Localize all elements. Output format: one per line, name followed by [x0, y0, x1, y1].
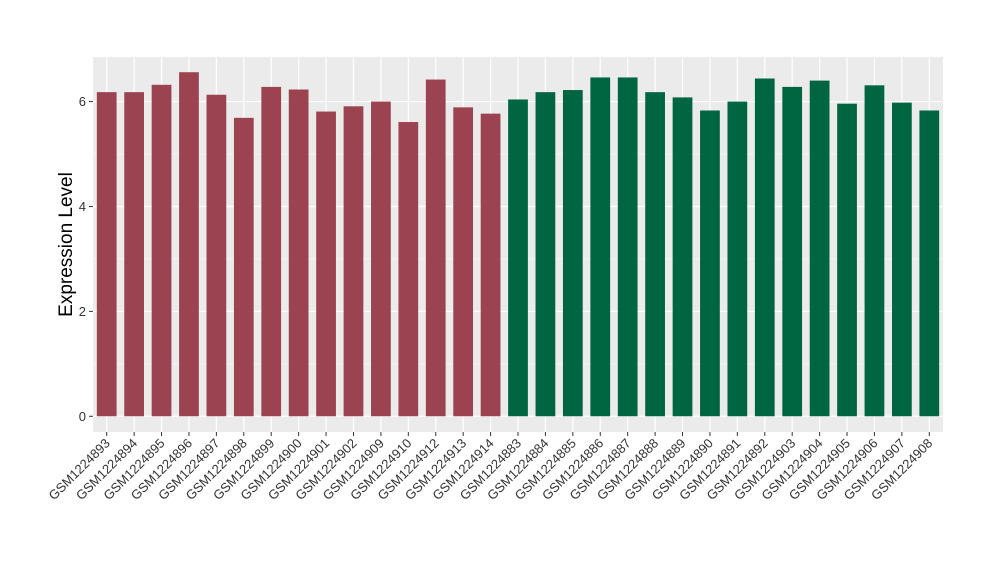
- y-axis-title: Expression Level: [56, 172, 77, 317]
- bar-GSM1224892: [754, 78, 775, 417]
- y-tick-label: 0: [79, 409, 86, 424]
- bar-GSM1224907: [892, 102, 912, 417]
- bars: [96, 72, 940, 417]
- bar-GSM1224898: [233, 117, 254, 417]
- bar-GSM1224897: [206, 94, 227, 417]
- bar-GSM1224888: [645, 92, 665, 417]
- bar-GSM1224903: [782, 86, 803, 417]
- bar-GSM1224908: [919, 110, 940, 417]
- bar-GSM1224912: [425, 79, 446, 417]
- y-tick-label: 2: [79, 304, 86, 319]
- bar-GSM1224886: [590, 77, 611, 417]
- y-axis-ticks: 0 2 4 6: [79, 94, 93, 424]
- bar-GSM1224901: [316, 111, 336, 417]
- bar-GSM1224884: [535, 92, 556, 417]
- bar-GSM1224883: [508, 99, 528, 417]
- y-tick-label: 6: [79, 94, 86, 109]
- bar-GSM1224891: [727, 101, 748, 417]
- bar-GSM1224904: [809, 80, 830, 417]
- bar-GSM1224914: [480, 113, 501, 417]
- bar-GSM1224902: [343, 106, 364, 417]
- bar-GSM1224896: [179, 72, 199, 417]
- bar-GSM1224905: [837, 103, 857, 417]
- bar-GSM1224893: [96, 92, 117, 417]
- bar-GSM1224889: [672, 97, 693, 417]
- bar-GSM1224906: [864, 85, 885, 417]
- bar-GSM1224887: [617, 77, 638, 417]
- bar-GSM1224894: [124, 92, 144, 417]
- bar-GSM1224899: [261, 86, 282, 417]
- bar-GSM1224895: [151, 84, 172, 417]
- bar-GSM1224913: [453, 107, 474, 417]
- y-tick-label: 4: [79, 199, 86, 214]
- bar-GSM1224890: [700, 110, 720, 417]
- bar-GSM1224910: [398, 122, 419, 417]
- bar-GSM1224909: [371, 101, 391, 417]
- bar-GSM1224900: [288, 89, 309, 417]
- x-axis-ticks: GSM1224893GSM1224894GSM1224895GSM1224896…: [45, 432, 935, 503]
- bar-GSM1224885: [562, 90, 583, 417]
